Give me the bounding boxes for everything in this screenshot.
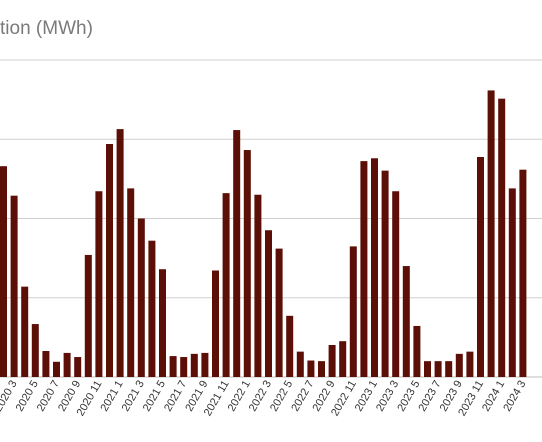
bar-2020-7 (53, 361, 60, 377)
bar-2024-2 (508, 188, 516, 377)
bar-2024-3 (519, 169, 527, 377)
bar-2022-2 (254, 194, 262, 377)
bar-2022-10 (339, 341, 347, 377)
bar-2021-7 (180, 357, 188, 377)
bar-2020-4 (21, 286, 29, 377)
bar-2021-10 (212, 270, 219, 377)
bar-2023-12 (487, 90, 495, 378)
bar-2021-12 (233, 130, 241, 377)
bar-2021-2 (127, 188, 135, 377)
bar-2023-3 (392, 191, 400, 377)
bar-2021-11 (222, 193, 230, 377)
bar-2022-6 (296, 351, 304, 377)
bar-2020-11 (95, 191, 103, 377)
bar-2023-9 (455, 353, 463, 377)
bar-2020-10 (84, 254, 92, 377)
bar-2023-4 (402, 266, 410, 377)
bar-2021-3 (137, 218, 145, 377)
bar-2023-6 (424, 361, 431, 377)
chart-title: tion (MWh) (0, 18, 93, 39)
bar-2020-2 (0, 166, 7, 377)
bar-2021-1 (116, 129, 124, 377)
bar-2021-4 (148, 240, 156, 377)
bar-2022-5 (286, 315, 294, 377)
bar-2022-8 (318, 361, 325, 377)
bar-2021-6 (169, 356, 177, 377)
bars (0, 90, 527, 378)
bar-2021-8 (190, 353, 198, 377)
bar-2021-5 (159, 269, 166, 377)
bar-2020-12 (106, 144, 113, 377)
bar-2022-12 (360, 161, 368, 377)
bar-2022-4 (275, 248, 283, 377)
bar-2022-11 (349, 246, 357, 377)
bar-2020-3 (10, 195, 18, 377)
bar-2023-1 (371, 158, 378, 377)
bar-2022-7 (307, 360, 315, 377)
bar-2020-6 (42, 351, 50, 377)
bar-2022-9 (328, 344, 336, 377)
bar-2022-3 (265, 230, 272, 377)
bar-2020-5 (31, 324, 39, 377)
bar-2023-11 (477, 157, 484, 377)
bar-2020-9 (74, 357, 82, 377)
bar-2024-1 (498, 98, 506, 378)
bar-2023-8 (445, 361, 453, 377)
bar-2021-9 (201, 352, 209, 377)
bar-2023-5 (413, 325, 421, 377)
bar-2022-1 (243, 150, 251, 377)
bar-2023-10 (466, 351, 474, 377)
bar-2023-2 (381, 170, 389, 377)
bar-2020-8 (63, 352, 71, 377)
bar-2023-7 (434, 361, 442, 377)
